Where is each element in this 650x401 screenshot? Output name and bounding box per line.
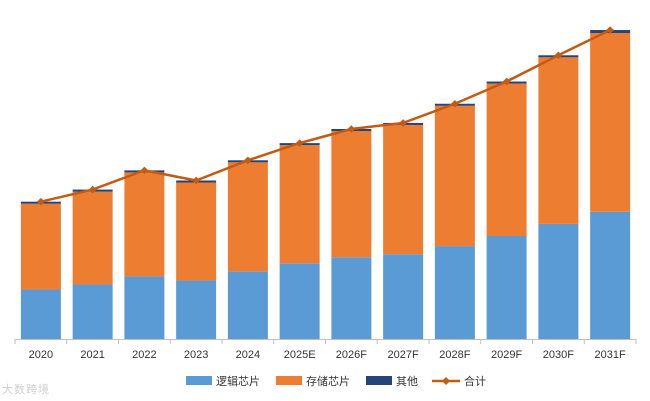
x-tick-label-2020: 2020 xyxy=(29,349,53,361)
bar-segment-logic-2020 xyxy=(20,289,61,339)
bar-segment-logic-2024 xyxy=(227,271,268,339)
bar-segment-logic-2028F xyxy=(434,246,475,339)
x-tick-label-2029F: 2029F xyxy=(491,349,522,361)
total-marker-2030F xyxy=(554,51,563,60)
x-axis-ticks: 2020 2021 2022 2023 2024 2025E 2026F 2027F 2028F… xyxy=(14,339,637,361)
bar-segment-memory-2021 xyxy=(72,191,113,285)
bar-segment-logic-2025E xyxy=(279,263,320,339)
x-tick-label-2031F: 2031F xyxy=(595,349,626,361)
bar-segment-memory-2025E xyxy=(279,145,320,264)
total-marker-2023 xyxy=(192,176,200,185)
bar-segment-memory-2028F xyxy=(434,105,475,247)
legend-swatch-logic xyxy=(186,376,212,385)
total-marker-2022 xyxy=(140,166,149,175)
bar-segment-memory-2027F xyxy=(383,124,424,255)
bar-segment-logic-2030F xyxy=(538,223,579,339)
bar-segment-logic-2029F xyxy=(486,236,527,339)
x-tick-label-2024: 2024 xyxy=(236,349,260,361)
total-marker-2026F xyxy=(347,125,356,133)
total-marker-2020 xyxy=(37,197,45,206)
x-tick-label-2030F: 2030F xyxy=(543,349,574,361)
x-tick-label-2023: 2023 xyxy=(184,349,208,361)
total-marker-2025E xyxy=(295,139,304,147)
x-tick-label-2027F: 2027F xyxy=(388,349,419,361)
bar-segment-memory-2022 xyxy=(124,172,165,277)
legend-label-memory: 存储芯片 xyxy=(306,374,350,388)
total-marker-2024 xyxy=(244,156,252,165)
bar-segment-memory-2029F xyxy=(486,83,527,237)
x-tick-label-2021: 2021 xyxy=(80,349,104,361)
total-marker-2028F xyxy=(451,99,459,108)
bars-layer xyxy=(20,30,631,339)
bar-segment-memory-2020 xyxy=(20,203,61,290)
bar-segment-logic-2021 xyxy=(72,284,113,339)
legend-swatch-memory xyxy=(276,376,302,385)
legend-swatch-total-marker xyxy=(442,377,450,385)
x-tick-label-2022: 2022 xyxy=(132,349,156,361)
bar-segment-memory-2031F xyxy=(590,33,631,212)
x-tick-label-2028F: 2028F xyxy=(439,349,470,361)
legend-label-total: 合计 xyxy=(464,374,486,388)
bar-segment-memory-2023 xyxy=(176,182,217,281)
bar-segment-logic-2027F xyxy=(383,254,424,339)
bar-segment-logic-2026F xyxy=(331,257,372,339)
bar-segment-memory-2030F xyxy=(538,57,579,224)
total-line-layer xyxy=(37,26,614,206)
total-line-path xyxy=(40,28,611,203)
x-tick-label-2025E: 2025E xyxy=(284,349,316,361)
bar-segment-memory-2026F xyxy=(331,131,372,258)
total-marker-2029F xyxy=(502,77,511,86)
legend-label-logic: 逻辑芯片 xyxy=(216,374,260,388)
total-marker-2027F xyxy=(399,119,407,127)
bar-segment-logic-2031F xyxy=(590,211,631,339)
watermark: 大数跨境 xyxy=(2,383,50,396)
legend-label-other: 其他 xyxy=(396,375,418,388)
legend: 逻辑芯片 存储芯片 其他 合计 xyxy=(186,374,486,388)
legend-swatch-other xyxy=(366,376,392,385)
total-marker-2021 xyxy=(88,185,97,194)
total-marker-2031F xyxy=(606,26,614,34)
bar-segment-memory-2024 xyxy=(227,162,268,272)
bar-segment-logic-2023 xyxy=(176,280,217,339)
bar-segment-logic-2022 xyxy=(124,276,165,339)
x-tick-label-2026F: 2026F xyxy=(336,349,367,361)
